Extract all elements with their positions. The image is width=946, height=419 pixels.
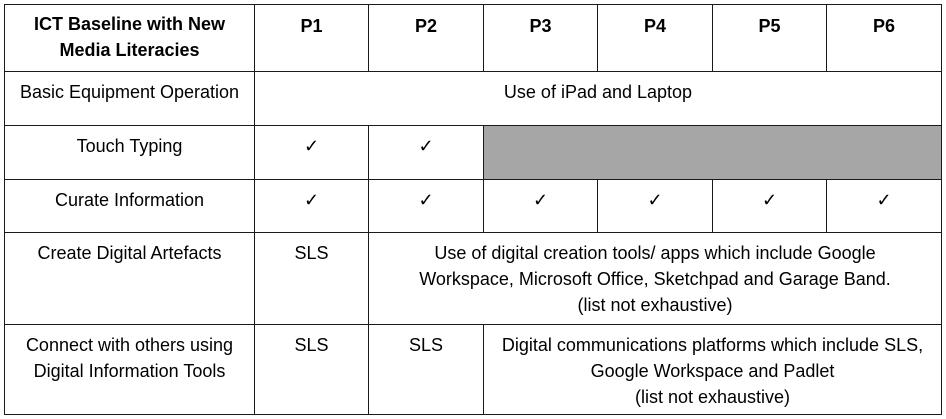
connect-span-line-1: Digital communications platforms which i… (501, 335, 924, 355)
curate-p5-check-icon: ✓ (712, 179, 827, 233)
row-basic-equipment: Basic Equipment Operation Use of iPad an… (4, 71, 942, 126)
curate-p2-check-icon: ✓ (368, 179, 484, 233)
header-row: ICT Baseline with New Media Literacies P… (4, 4, 942, 72)
header-p3: P3 (483, 4, 598, 72)
connect-label-line-1: Connect with others using (25, 335, 234, 355)
curate-p3-check-icon: ✓ (483, 179, 598, 233)
row-curate-information: Curate Information ✓ ✓ ✓ ✓ ✓ ✓ (4, 179, 942, 233)
curate-p6-check-icon: ✓ (826, 179, 942, 233)
header-p6: P6 (826, 4, 942, 72)
row-label-basic-equipment: Basic Equipment Operation (4, 71, 255, 126)
row-create-digital-artefacts: Create Digital Artefacts SLS Use of digi… (4, 232, 942, 325)
create-span-line-3: (list not exhaustive) (577, 295, 733, 315)
touch-typing-not-applicable-cell (483, 125, 942, 180)
row-label-touch-typing: Touch Typing (4, 125, 255, 180)
row-touch-typing: Touch Typing ✓ ✓ (4, 125, 942, 180)
connect-span-cell: Digital communications platforms which i… (483, 324, 942, 415)
row-label-connect-with-others: Connect with others using Digital Inform… (4, 324, 255, 415)
row-label-curate-information: Curate Information (4, 179, 255, 233)
row-connect-with-others: Connect with others using Digital Inform… (4, 324, 942, 415)
touch-typing-p1-check-icon: ✓ (254, 125, 369, 180)
connect-span-line-2: Google Workspace and Padlet (590, 361, 835, 381)
create-span-line-1: Use of digital creation tools/ apps whic… (434, 243, 876, 263)
create-p1-value: SLS (254, 232, 369, 325)
equipment-span-text: Use of iPad and Laptop (254, 71, 942, 126)
header-label-cell: ICT Baseline with New Media Literacies (4, 4, 255, 72)
create-span-line-2: Workspace, Microsoft Office, Sketchpad a… (419, 269, 891, 289)
connect-label-line-2: Digital Information Tools (33, 361, 226, 381)
ict-baseline-table: ICT Baseline with New Media Literacies P… (4, 4, 942, 415)
curate-p4-check-icon: ✓ (597, 179, 713, 233)
create-span-cell: Use of digital creation tools/ apps whic… (368, 232, 942, 325)
curate-p1-check-icon: ✓ (254, 179, 369, 233)
header-p1: P1 (254, 4, 369, 72)
row-label-create-digital-artefacts: Create Digital Artefacts (4, 232, 255, 325)
touch-typing-p2-check-icon: ✓ (368, 125, 484, 180)
connect-p2-value: SLS (368, 324, 484, 415)
header-p2: P2 (368, 4, 484, 72)
connect-span-line-3: (list not exhaustive) (634, 387, 791, 407)
connect-p1-value: SLS (254, 324, 369, 415)
header-p5: P5 (712, 4, 827, 72)
header-p4: P4 (597, 4, 713, 72)
